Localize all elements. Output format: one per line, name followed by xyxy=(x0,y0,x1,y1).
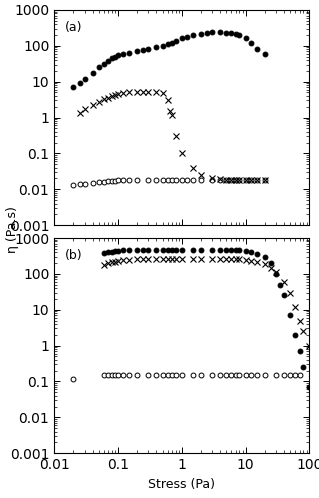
Text: (b): (b) xyxy=(64,249,82,262)
X-axis label: Stress (Pa): Stress (Pa) xyxy=(148,478,215,491)
Text: η (Pa.s): η (Pa.s) xyxy=(6,206,19,252)
Text: (a): (a) xyxy=(64,21,82,34)
